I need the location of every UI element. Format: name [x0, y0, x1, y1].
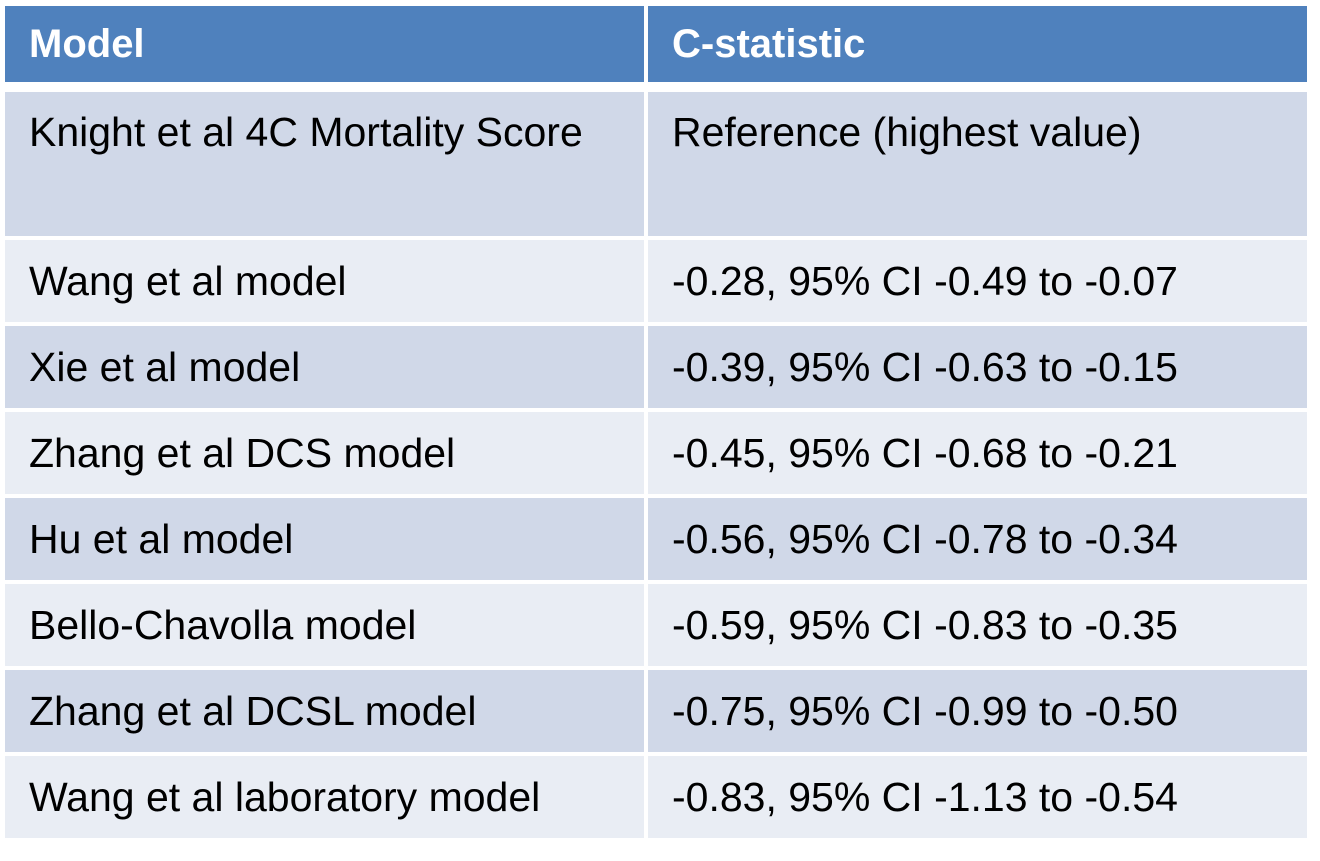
header-row: Model C-statistic	[5, 6, 1307, 92]
table-row: Zhang et al DCSL model -0.75, 95% CI -0.…	[5, 670, 1307, 756]
c-statistic-table: Model C-statistic Knight et al 4C Mortal…	[5, 6, 1307, 842]
cell-c-statistic: -0.28, 95% CI -0.49 to -0.07	[648, 240, 1307, 326]
cell-model: Zhang et al DCSL model	[5, 670, 648, 756]
cell-c-statistic: -0.75, 95% CI -0.99 to -0.50	[648, 670, 1307, 756]
cell-c-statistic: -0.59, 95% CI -0.83 to -0.35	[648, 584, 1307, 670]
cell-model: Wang et al model	[5, 240, 648, 326]
cell-model: Zhang et al DCS model	[5, 412, 648, 498]
cell-c-statistic: Reference (highest value)	[648, 92, 1307, 240]
cell-model: Knight et al 4C Mortality Score	[5, 92, 648, 240]
table-row: Bello-Chavolla model -0.59, 95% CI -0.83…	[5, 584, 1307, 670]
header-c-statistic: C-statistic	[648, 6, 1307, 92]
table-row: Xie et al model -0.39, 95% CI -0.63 to -…	[5, 326, 1307, 412]
header-model: Model	[5, 6, 648, 92]
table-row: Knight et al 4C Mortality Score Referenc…	[5, 92, 1307, 240]
cell-model: Hu et al model	[5, 498, 648, 584]
cell-c-statistic: -0.39, 95% CI -0.63 to -0.15	[648, 326, 1307, 412]
cell-model: Xie et al model	[5, 326, 648, 412]
cell-model: Bello-Chavolla model	[5, 584, 648, 670]
table-row: Hu et al model -0.56, 95% CI -0.78 to -0…	[5, 498, 1307, 584]
cell-c-statistic: -0.56, 95% CI -0.78 to -0.34	[648, 498, 1307, 584]
cell-c-statistic: -0.45, 95% CI -0.68 to -0.21	[648, 412, 1307, 498]
cell-c-statistic: -0.83, 95% CI -1.13 to -0.54	[648, 756, 1307, 842]
table-row: Zhang et al DCS model -0.45, 95% CI -0.6…	[5, 412, 1307, 498]
table-row: Wang et al model -0.28, 95% CI -0.49 to …	[5, 240, 1307, 326]
table-row: Wang et al laboratory model -0.83, 95% C…	[5, 756, 1307, 842]
cell-model: Wang et al laboratory model	[5, 756, 648, 842]
